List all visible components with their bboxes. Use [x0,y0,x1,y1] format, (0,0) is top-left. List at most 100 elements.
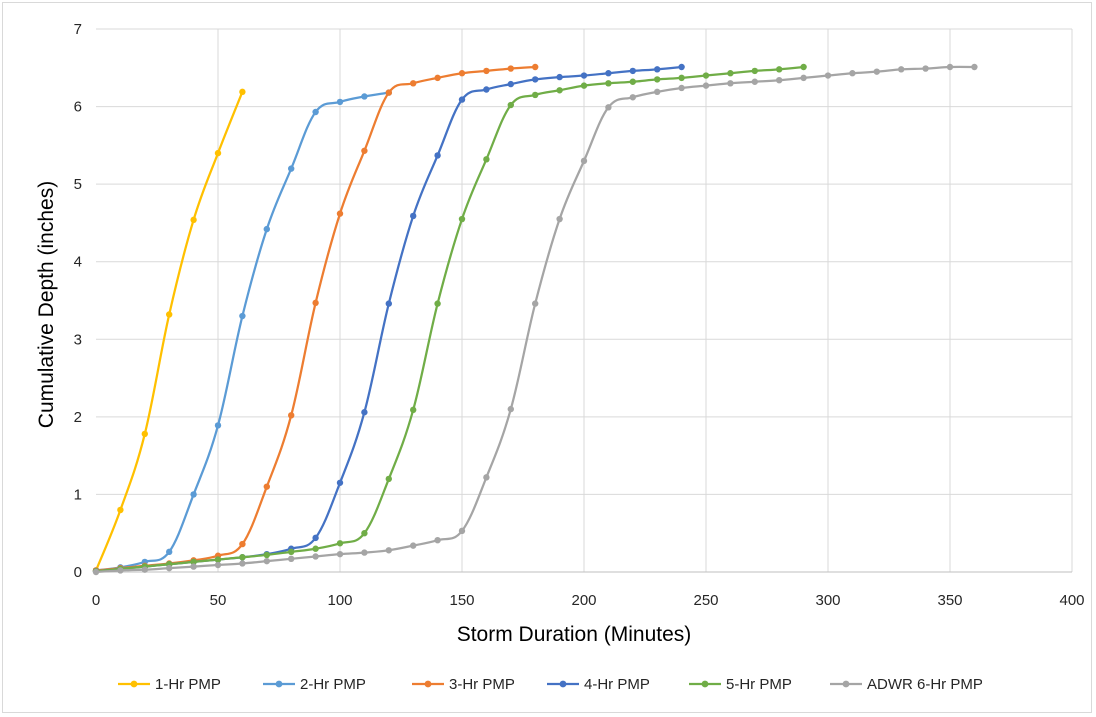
data-point [458,70,466,77]
data-point [117,506,124,514]
data-point [580,157,588,165]
data-point [190,491,197,498]
data-point [800,63,807,71]
data-point [410,406,417,414]
data-point [336,98,344,106]
series-line [95,91,389,572]
data-point [678,63,685,71]
data-point [166,548,173,556]
data-point [361,147,368,154]
data-point [483,156,490,163]
legend-swatch-marker [130,680,138,688]
tick-labels: 0 1 2 3 4 5 6 7 0 50 100 150 200 250 300 350 400 [74,21,1085,609]
data-point [727,80,734,87]
data-point [971,63,978,71]
data-point [361,93,368,100]
data-point [458,527,466,535]
series-line [95,65,682,573]
legend-label: 2-Hr PMP [300,676,366,693]
x-tick-label: 100 [327,592,352,609]
data-point [458,215,466,223]
data-point [239,88,246,96]
data-point [873,68,880,75]
data-point [629,78,636,85]
data-point [483,86,490,93]
data-point [507,101,514,109]
data-point [629,67,636,75]
data-point [580,72,588,79]
y-axis-title: Cumulative Depth (inches) [35,181,58,428]
series-lines [92,63,978,576]
legend-swatch-marker [559,680,567,688]
data-point [190,216,197,224]
data-point [312,108,319,116]
x-axis-title: Storm Duration (Minutes) [457,623,692,646]
y-tick-label: 1 [74,486,82,503]
legend-item: 1-Hr PMP [118,676,221,693]
data-point [824,72,832,79]
data-point [263,551,270,559]
data-point [605,104,612,111]
y-tick-label: 2 [74,409,82,426]
data-point [556,87,563,94]
data-point [434,152,441,159]
data-point [410,212,417,220]
data-point [776,76,783,84]
legend-swatch-marker [275,680,283,688]
data-point [361,409,368,416]
data-point [605,80,612,87]
data-point [190,558,197,566]
data-point [654,66,661,73]
data-point [214,556,222,563]
series-line [94,91,244,571]
data-point [336,479,344,486]
data-point [141,430,148,438]
data-point [141,566,148,573]
data-point [263,483,270,490]
data-point [166,311,173,318]
data-point [751,78,758,85]
x-tick-label: 150 [449,592,474,609]
x-tick-label: 0 [92,592,100,609]
data-point [263,557,270,565]
data-point [288,555,295,563]
data-point [507,65,514,72]
legend-label: ADWR 6-Hr PMP [867,676,983,693]
data-point [776,66,783,73]
x-tick-label: 50 [210,592,227,609]
data-point [434,74,441,82]
series-line [95,65,804,573]
data-point [312,534,319,542]
data-point [532,91,539,99]
series-line [95,65,975,574]
data-point [507,405,514,413]
legend-swatch-marker [842,680,850,688]
data-point [336,540,344,547]
series-4-hr-pmp [92,63,685,575]
data-point [361,549,368,556]
x-tick-label: 400 [1059,592,1084,609]
data-point [239,312,246,320]
legend-swatch-marker [701,680,709,688]
data-point [532,76,539,83]
data-point [385,547,392,554]
data-point [312,299,319,307]
data-point [678,74,685,82]
data-point [336,550,344,558]
gridlines [96,28,1073,573]
x-tick-label: 250 [693,592,718,609]
legend-label: 1-Hr PMP [155,676,221,693]
legend-item: 2-Hr PMP [263,676,366,693]
series-1-hr-pmp [92,88,246,574]
legend-label: 3-Hr PMP [449,676,515,693]
data-point [922,65,929,72]
data-point [385,89,392,96]
data-point [849,70,856,77]
x-tick-label: 350 [937,592,962,609]
data-point [532,300,539,307]
data-point [410,80,417,87]
data-point [483,67,490,75]
data-point [239,540,246,548]
data-point [532,63,539,71]
